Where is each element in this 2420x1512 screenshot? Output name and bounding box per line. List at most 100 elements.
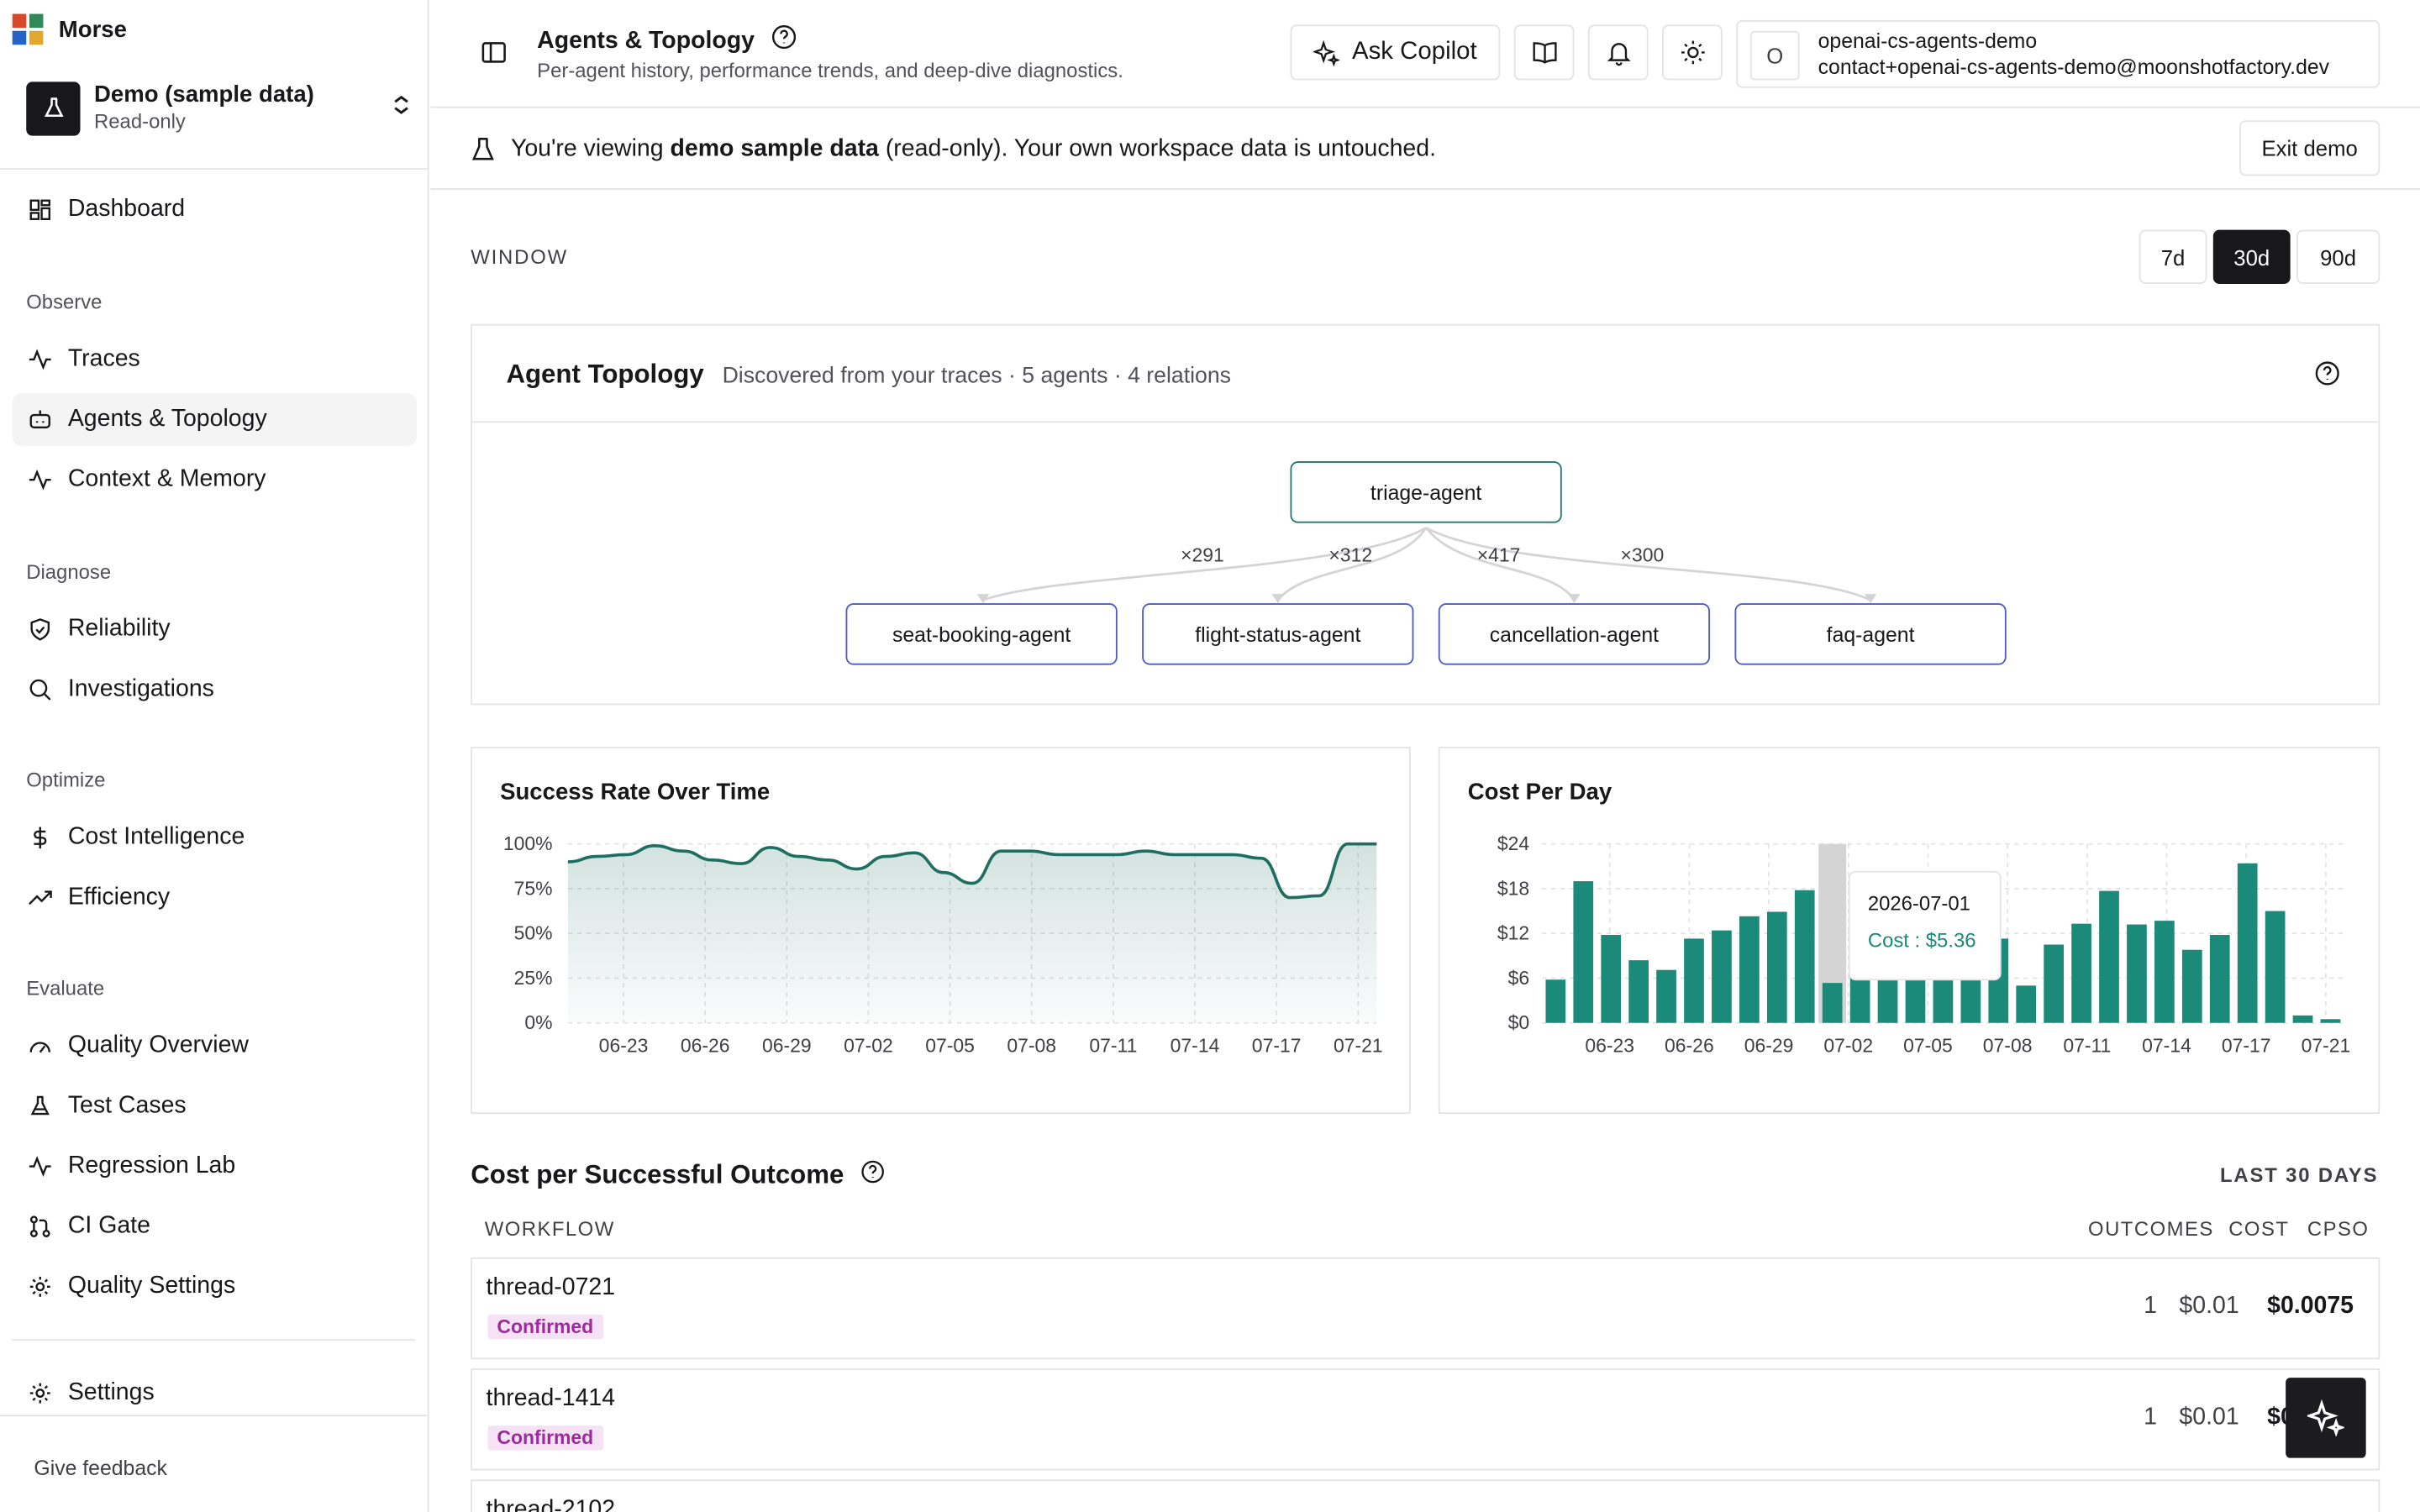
- window-option-7d[interactable]: 7d: [2139, 229, 2207, 284]
- cost-bar: [2237, 863, 2258, 1023]
- nav-reliability[interactable]: Reliability: [13, 603, 417, 655]
- edge-arrow: [1271, 594, 1285, 604]
- edge-flight-status: [1276, 527, 1428, 601]
- workflow-name: thread-0721: [486, 1274, 616, 1301]
- window-option-90d[interactable]: 90d: [2296, 229, 2381, 284]
- help-circle-icon[interactable]: [860, 1158, 886, 1192]
- brand[interactable]: Morse: [12, 13, 127, 46]
- agent-node-flight-status[interactable]: flight-status-agent: [1142, 603, 1414, 665]
- y-tick-label: 25%: [514, 967, 553, 989]
- y-tick-label: $24: [1497, 832, 1530, 854]
- nav-investigations[interactable]: Investigations: [13, 664, 417, 716]
- x-tick-label: 06-29: [1744, 1035, 1794, 1057]
- nav-quality-overview[interactable]: Quality Overview: [13, 1020, 417, 1072]
- help-circle-icon[interactable]: [770, 24, 797, 59]
- cost-bar: [2292, 1015, 2313, 1023]
- nav-test-cases[interactable]: Test Cases: [13, 1080, 417, 1132]
- table-row[interactable]: thread-0721 Confirmed 1 $0.01 $0.0075: [471, 1257, 2381, 1360]
- cost-bar: [2209, 934, 2230, 1023]
- activity-icon: [29, 349, 51, 370]
- workflow-name: thread-2102: [486, 1496, 616, 1512]
- nav-observe: Observe Traces Agents & Topology Context…: [12, 287, 417, 507]
- theme-toggle-button[interactable]: [1662, 24, 1723, 81]
- copilot-fab-button[interactable]: [2286, 1378, 2366, 1458]
- nav-quality-settings[interactable]: Quality Settings: [13, 1261, 417, 1313]
- nav-settings[interactable]: Settings: [13, 1367, 417, 1419]
- window-option-30d[interactable]: 30d: [2212, 229, 2291, 284]
- grid-icon: [29, 199, 50, 221]
- x-tick-label: 07-21: [1334, 1035, 1383, 1057]
- divider: [472, 421, 2379, 423]
- exit-demo-button[interactable]: Exit demo: [2239, 120, 2381, 176]
- divider: [0, 168, 429, 171]
- nav-label: Quality Overview: [67, 1032, 249, 1058]
- sidebar-toggle-icon[interactable]: [480, 39, 508, 74]
- cost-bar: [1822, 983, 1843, 1023]
- agent-topology-card: Agent Topology Discovered from your trac…: [471, 323, 2381, 706]
- cpso-window-label: LAST 30 DAYS: [2219, 1163, 2379, 1187]
- account-menu[interactable]: O openai-cs-agents-demo contact+openai-c…: [1736, 19, 2381, 88]
- nav-agents-topology[interactable]: Agents & Topology: [12, 393, 417, 446]
- org-name: Demo (sample data): [94, 81, 314, 108]
- section-evaluate: Evaluate: [26, 976, 105, 1000]
- agent-node-faq[interactable]: faq-agent: [1734, 603, 2007, 665]
- nav-label: Context & Memory: [67, 465, 266, 492]
- trending-up-icon: [29, 890, 52, 906]
- column-header-workflow: WORKFLOW: [484, 1217, 615, 1241]
- docs-button[interactable]: [1513, 24, 1575, 81]
- give-feedback-link[interactable]: Give feedback: [34, 1456, 167, 1480]
- nav-label: Dashboard: [67, 196, 186, 223]
- y-tick-label: $6: [1508, 967, 1530, 989]
- window-label: WINDOW: [471, 245, 568, 269]
- nav-traces[interactable]: Traces: [13, 333, 417, 386]
- cpso-title-row: Cost per Successful Outcome: [471, 1158, 886, 1192]
- edge-cancellation: [1425, 527, 1576, 601]
- cost-bar: [2071, 923, 2091, 1023]
- nav-efficiency[interactable]: Efficiency: [13, 872, 417, 924]
- account-email: contact+openai-cs-agents-demo@moonshotfa…: [1818, 55, 2330, 79]
- book-open-icon: [1532, 42, 1556, 64]
- section-diagnose: Diagnose: [26, 559, 112, 584]
- nav-main: Dashboard: [13, 184, 417, 236]
- cost-cell: $0.01: [2179, 1293, 2239, 1320]
- nav-regression-lab[interactable]: Regression Lab: [13, 1140, 417, 1192]
- cost-bar: [1656, 969, 1676, 1023]
- nav-context-memory[interactable]: Context & Memory: [13, 454, 417, 506]
- cost-cell: $0.01: [2179, 1404, 2239, 1431]
- sun-icon: [1681, 40, 1704, 65]
- x-tick-label: 07-17: [2222, 1035, 2271, 1057]
- help-circle-icon[interactable]: [2313, 360, 2341, 395]
- org-switcher[interactable]: Demo (sample data) Read-only: [26, 77, 412, 139]
- gear-icon: [29, 1276, 50, 1297]
- column-header-outcomes: OUTCOMES: [2088, 1217, 2214, 1241]
- nav-label: Settings: [67, 1379, 155, 1406]
- x-tick-label: 07-02: [1823, 1035, 1873, 1057]
- banner-bold: demo sample data: [670, 135, 879, 162]
- nav-dashboard[interactable]: Dashboard: [13, 184, 417, 236]
- nav-optimize: Optimize Cost Intelligence Efficiency: [13, 765, 417, 924]
- agent-node-cancellation[interactable]: cancellation-agent: [1438, 603, 1711, 665]
- table-row[interactable]: thread-1414 Confirmed 1 $0.01 $0.0075: [471, 1368, 2381, 1471]
- x-tick-label: 06-23: [599, 1035, 649, 1057]
- cost-bar: [1766, 911, 1787, 1023]
- agent-node-triage[interactable]: triage-agent: [1290, 461, 1562, 523]
- nav-label: Traces: [67, 345, 140, 372]
- nav-cost-intelligence[interactable]: Cost Intelligence: [13, 811, 417, 864]
- nav-footer: Settings: [13, 1367, 417, 1419]
- chart-title: Success Rate Over Time: [500, 779, 771, 806]
- agent-node-seat-booking[interactable]: seat-booking-agent: [845, 603, 1118, 665]
- outcomes-cell: 1: [2144, 1404, 2158, 1431]
- cost-bar: [2016, 985, 2037, 1023]
- success-rate-area: [567, 843, 1377, 1023]
- demo-banner-text: You're viewing demo sample data (read-on…: [511, 136, 1436, 164]
- notifications-button[interactable]: [1587, 24, 1649, 81]
- page-subtitle: Per-agent history, performance trends, a…: [537, 58, 1123, 82]
- nav-label: Cost Intelligence: [67, 823, 245, 851]
- cost-bar: [1573, 881, 1594, 1023]
- cost-bar: [1739, 916, 1760, 1023]
- ask-copilot-button[interactable]: Ask Copilot: [1290, 24, 1501, 81]
- nav-diagnose: Diagnose Reliability Investigations: [13, 557, 417, 716]
- table-row[interactable]: thread-2102: [471, 1479, 2381, 1512]
- nav-ci-gate[interactable]: CI Gate: [13, 1200, 417, 1252]
- chevron-up-down-icon[interactable]: [391, 92, 413, 124]
